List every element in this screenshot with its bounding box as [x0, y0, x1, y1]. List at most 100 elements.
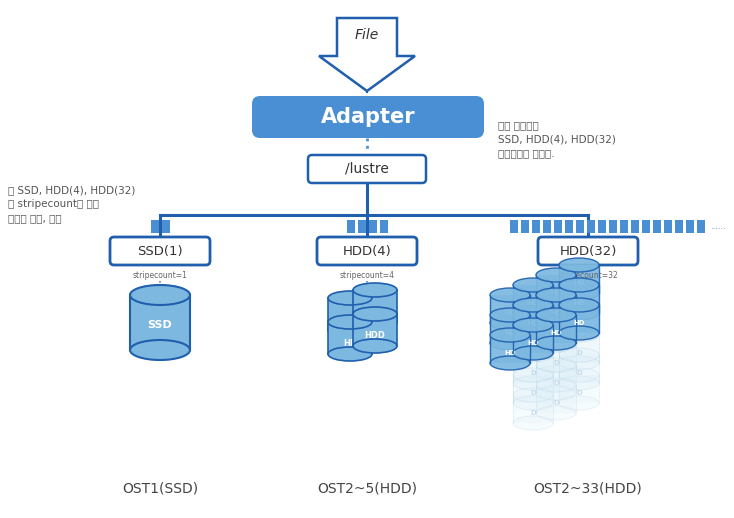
Ellipse shape: [559, 286, 599, 300]
Ellipse shape: [559, 376, 599, 390]
Bar: [353, 314, 397, 346]
Ellipse shape: [328, 291, 372, 305]
Ellipse shape: [536, 378, 576, 392]
Ellipse shape: [513, 396, 553, 410]
Bar: [554, 220, 562, 233]
Bar: [559, 285, 599, 313]
FancyBboxPatch shape: [252, 96, 484, 138]
Bar: [490, 335, 530, 363]
Text: D: D: [553, 360, 559, 366]
Text: stripecount=32: stripecount=32: [558, 271, 618, 280]
Bar: [559, 375, 599, 403]
Ellipse shape: [559, 368, 599, 382]
Bar: [565, 220, 573, 233]
Text: HD: HD: [504, 310, 516, 316]
Text: SSD, HDD(4), HDD(32): SSD, HDD(4), HDD(32): [498, 134, 616, 144]
Ellipse shape: [536, 366, 576, 380]
FancyBboxPatch shape: [538, 237, 638, 265]
Ellipse shape: [559, 328, 599, 342]
Ellipse shape: [513, 278, 553, 292]
Ellipse shape: [536, 336, 576, 350]
Text: 파일을 분할, 저장: 파일을 분할, 저장: [8, 213, 62, 223]
Ellipse shape: [130, 340, 190, 360]
Bar: [576, 220, 584, 233]
Bar: [543, 220, 551, 233]
Bar: [598, 220, 606, 233]
Bar: [368, 220, 377, 233]
Bar: [490, 295, 530, 323]
Ellipse shape: [490, 356, 530, 370]
Text: OST2~5(HDD): OST2~5(HDD): [317, 481, 417, 495]
Bar: [510, 220, 518, 233]
Text: D: D: [553, 400, 559, 406]
Bar: [536, 345, 576, 373]
Text: HD: HD: [343, 338, 357, 348]
Text: OST1(SSD): OST1(SSD): [122, 481, 198, 495]
Ellipse shape: [353, 315, 397, 329]
Ellipse shape: [513, 346, 553, 360]
Text: 의 stripecount에 맞게: 의 stripecount에 맞게: [8, 199, 99, 209]
Bar: [521, 220, 529, 233]
Bar: [559, 305, 599, 333]
Ellipse shape: [559, 348, 599, 362]
Text: 파일 크기별로: 파일 크기별로: [498, 120, 539, 130]
Bar: [587, 220, 595, 233]
Bar: [664, 220, 672, 233]
Text: File: File: [355, 28, 379, 42]
Bar: [130, 295, 190, 350]
FancyBboxPatch shape: [317, 237, 417, 265]
Bar: [536, 295, 576, 323]
Text: SSD(1): SSD(1): [137, 244, 183, 257]
FancyBboxPatch shape: [110, 237, 210, 265]
Text: HD: HD: [527, 320, 539, 326]
Ellipse shape: [536, 316, 576, 330]
Text: HD: HD: [550, 310, 562, 316]
Ellipse shape: [559, 396, 599, 410]
Bar: [653, 220, 661, 233]
Bar: [513, 305, 553, 333]
Bar: [559, 335, 599, 363]
Ellipse shape: [513, 326, 553, 340]
Text: HD: HD: [550, 290, 562, 296]
Text: D: D: [530, 410, 536, 416]
Text: HD: HD: [343, 314, 357, 324]
Bar: [532, 220, 540, 233]
Text: D: D: [553, 380, 559, 386]
Text: HDD(4): HDD(4): [343, 244, 391, 257]
Text: stripecount=1: stripecount=1: [133, 271, 187, 280]
Ellipse shape: [559, 298, 599, 312]
Text: HD: HD: [573, 320, 585, 326]
Ellipse shape: [536, 338, 576, 352]
Text: Adapter: Adapter: [321, 107, 415, 127]
Ellipse shape: [328, 315, 372, 329]
Bar: [536, 385, 576, 413]
Ellipse shape: [559, 326, 599, 340]
Text: HD: HD: [550, 330, 562, 336]
Text: HD: HD: [527, 340, 539, 346]
Bar: [357, 220, 366, 233]
Bar: [513, 325, 553, 353]
Ellipse shape: [559, 356, 599, 370]
Bar: [675, 220, 683, 233]
Ellipse shape: [490, 288, 530, 302]
Bar: [353, 290, 397, 322]
Ellipse shape: [536, 358, 576, 372]
Ellipse shape: [559, 278, 599, 292]
Ellipse shape: [536, 406, 576, 420]
Ellipse shape: [490, 308, 530, 322]
Polygon shape: [319, 18, 415, 91]
Ellipse shape: [513, 368, 553, 382]
Ellipse shape: [559, 306, 599, 320]
Bar: [328, 298, 372, 330]
Ellipse shape: [513, 376, 553, 390]
Bar: [513, 285, 553, 313]
Ellipse shape: [353, 339, 397, 353]
Text: OST2~33(HDD): OST2~33(HDD): [534, 481, 642, 495]
Ellipse shape: [536, 288, 576, 302]
Text: ......: ......: [710, 222, 726, 231]
Bar: [346, 220, 355, 233]
Ellipse shape: [536, 386, 576, 400]
Text: HD: HD: [504, 350, 516, 356]
Bar: [559, 265, 599, 293]
Ellipse shape: [513, 318, 553, 332]
